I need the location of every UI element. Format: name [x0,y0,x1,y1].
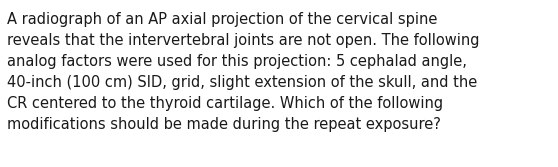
Text: A radiograph of an AP axial projection of the cervical spine
reveals that the in: A radiograph of an AP axial projection o… [7,12,480,132]
